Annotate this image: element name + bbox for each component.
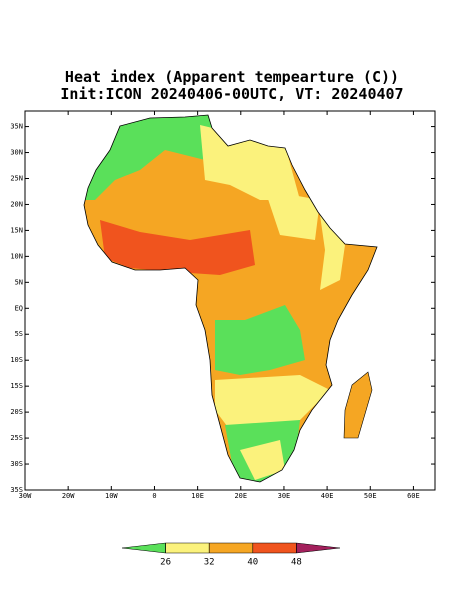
y-tick-label: EQ (15, 304, 23, 312)
x-tick-label: 40E (321, 492, 334, 500)
colorbar: 26 32 40 48 (121, 542, 341, 568)
y-tick-label: 5N (15, 278, 23, 286)
y-tick-label: 5S (15, 330, 23, 338)
x-tick-label: 60E (407, 492, 420, 500)
madagascar (343, 371, 373, 439)
y-tick-label: 30N (10, 149, 23, 157)
x-tick-label: 20W (62, 492, 75, 500)
title-line: Heat index (Apparent tempearture (C)) (65, 68, 399, 86)
y-tick-label: 35N (10, 123, 23, 131)
colorbar-segment (296, 542, 341, 554)
y-tick-label: 20N (10, 200, 23, 208)
y-tick-label: 30S (10, 460, 23, 468)
map (24, 110, 436, 491)
y-tick-label: 10N (10, 252, 23, 260)
colorbar-label: 40 (247, 558, 258, 568)
x-tick-label: 0 (152, 492, 156, 500)
x-tick-label: 30E (278, 492, 291, 500)
x-tick-label: 10W (105, 492, 118, 500)
colorbar-label: 48 (291, 558, 302, 568)
y-tick-label: 10S (10, 356, 23, 364)
colorbar-label: 26 (160, 558, 171, 568)
y-tick-label: 20S (10, 408, 23, 416)
y-tick-label: 35S (10, 486, 23, 494)
y-tick-label: 25S (10, 434, 23, 442)
y-tick-label: 25N (10, 174, 23, 182)
title-line: Init:ICON 20240406-00UTC, VT: 20240407 (60, 85, 403, 103)
coastline (83, 114, 378, 483)
colorbar-segment (121, 542, 166, 554)
y-tick-label: 15N (10, 226, 23, 234)
colorbar-segment (165, 542, 210, 554)
colorbar-segment (252, 542, 297, 554)
x-tick-label: 10E (191, 492, 204, 500)
colorbar-segment (208, 542, 254, 554)
colorbar-label: 32 (204, 558, 215, 568)
x-tick-label: 20E (234, 492, 247, 500)
y-tick-label: 15S (10, 382, 23, 390)
map-border (24, 110, 436, 491)
x-tick-label: 50E (364, 492, 377, 500)
x-tick-label: 30W (19, 492, 32, 500)
